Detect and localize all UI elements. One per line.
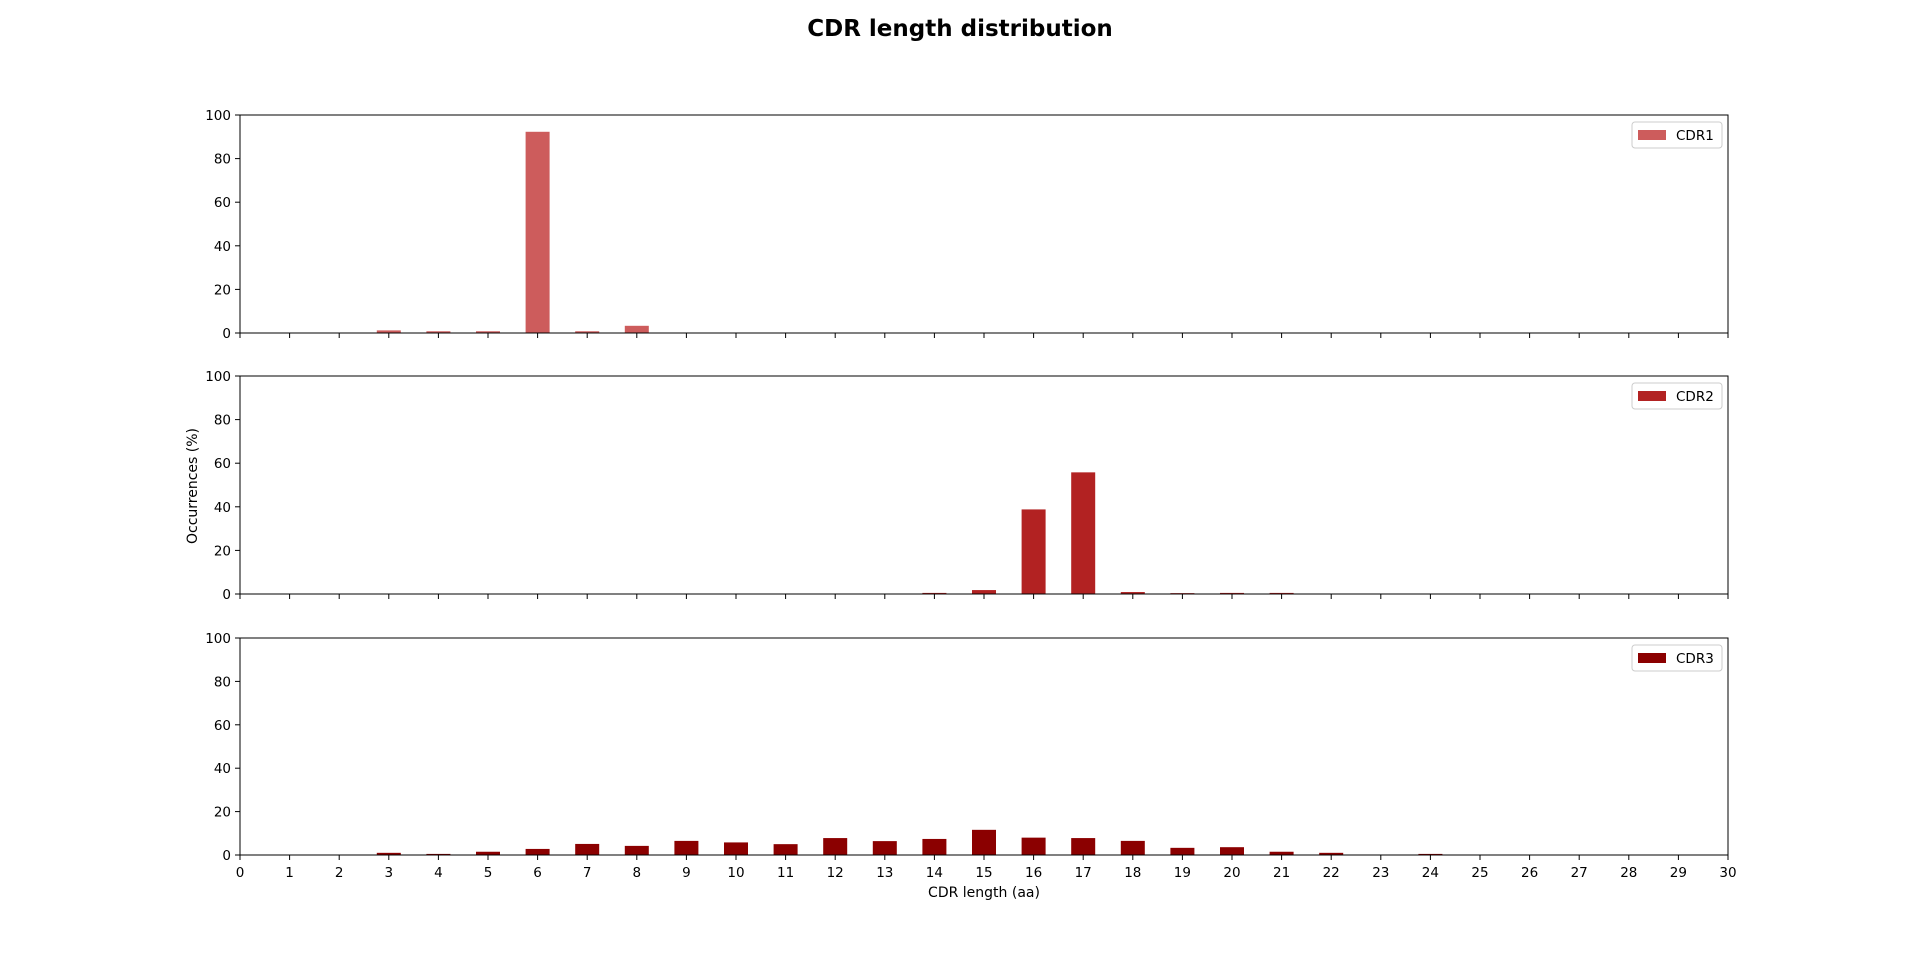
bar-cdr3-6 <box>526 849 550 855</box>
x-tick-label: 24 <box>1422 865 1439 881</box>
y-tick-label: 0 <box>222 326 231 342</box>
x-tick-label: 21 <box>1273 865 1290 881</box>
bar-cdr2-16 <box>1022 509 1046 594</box>
y-tick-label: 20 <box>214 282 231 298</box>
legend-label: CDR1 <box>1676 128 1714 144</box>
y-tick-label: 100 <box>205 108 231 124</box>
bar-cdr3-18 <box>1121 841 1145 855</box>
x-tick-label: 23 <box>1372 865 1389 881</box>
y-tick-label: 60 <box>214 456 231 472</box>
x-tick-label: 2 <box>335 865 344 881</box>
x-tick-label: 7 <box>583 865 592 881</box>
x-tick-label: 4 <box>434 865 443 881</box>
y-axis-label: Occurrences (%) <box>185 428 201 544</box>
x-tick-label: 9 <box>682 865 691 881</box>
y-tick-label: 20 <box>214 543 231 559</box>
y-tick-label: 40 <box>214 761 231 777</box>
legend-swatch <box>1638 391 1666 401</box>
bar-cdr3-11 <box>774 844 798 855</box>
y-tick-label: 80 <box>214 413 231 429</box>
bar-cdr3-8 <box>625 846 649 855</box>
bar-cdr1-8 <box>625 326 649 333</box>
x-tick-label: 8 <box>633 865 642 881</box>
x-tick-label: 27 <box>1571 865 1588 881</box>
y-tick-label: 40 <box>214 239 231 255</box>
x-tick-label: 10 <box>727 865 744 881</box>
y-tick-label: 100 <box>205 631 231 647</box>
bar-cdr3-10 <box>724 842 748 855</box>
bar-cdr2-15 <box>972 590 996 594</box>
y-tick-label: 100 <box>205 369 231 385</box>
y-tick-label: 80 <box>214 152 231 168</box>
y-tick-label: 0 <box>222 587 231 603</box>
y-tick-label: 20 <box>214 805 231 821</box>
x-tick-label: 20 <box>1223 865 1240 881</box>
x-tick-label: 12 <box>827 865 844 881</box>
x-tick-label: 19 <box>1174 865 1191 881</box>
x-tick-label: 1 <box>285 865 294 881</box>
x-tick-label: 28 <box>1620 865 1637 881</box>
bar-cdr3-15 <box>972 830 996 855</box>
bar-cdr3-20 <box>1220 847 1244 855</box>
x-axis-label: CDR length (aa) <box>928 885 1040 901</box>
bar-cdr3-12 <box>823 838 847 855</box>
legend-swatch <box>1638 653 1666 663</box>
bar-cdr3-17 <box>1071 838 1095 855</box>
x-tick-label: 5 <box>484 865 493 881</box>
y-tick-label: 60 <box>214 195 231 211</box>
bar-cdr3-13 <box>873 841 897 855</box>
x-tick-label: 6 <box>533 865 542 881</box>
x-tick-label: 15 <box>975 865 992 881</box>
bar-cdr3-16 <box>1022 838 1046 855</box>
legend-swatch <box>1638 130 1666 140</box>
y-tick-label: 80 <box>214 674 231 690</box>
x-tick-label: 17 <box>1075 865 1092 881</box>
legend-label: CDR2 <box>1676 389 1714 405</box>
x-tick-label: 18 <box>1124 865 1141 881</box>
x-tick-label: 16 <box>1025 865 1042 881</box>
x-tick-label: 0 <box>236 865 245 881</box>
bar-cdr3-14 <box>922 839 946 855</box>
x-tick-label: 26 <box>1521 865 1538 881</box>
bar-cdr3-7 <box>575 844 599 855</box>
x-tick-label: 13 <box>876 865 893 881</box>
legend-label: CDR3 <box>1676 651 1714 667</box>
y-tick-label: 60 <box>214 718 231 734</box>
x-tick-label: 25 <box>1471 865 1488 881</box>
x-tick-label: 29 <box>1670 865 1687 881</box>
y-tick-label: 40 <box>214 500 231 516</box>
bar-cdr3-19 <box>1170 848 1194 855</box>
bar-cdr2-17 <box>1071 472 1095 594</box>
y-tick-label: 0 <box>222 848 231 864</box>
x-tick-label: 11 <box>777 865 794 881</box>
x-tick-label: 30 <box>1719 865 1736 881</box>
chart-title: CDR length distribution <box>807 16 1113 42</box>
bar-cdr3-9 <box>674 841 698 855</box>
x-tick-label: 14 <box>926 865 943 881</box>
x-tick-label: 3 <box>385 865 394 881</box>
x-tick-label: 22 <box>1323 865 1340 881</box>
bar-cdr1-6 <box>526 132 550 333</box>
